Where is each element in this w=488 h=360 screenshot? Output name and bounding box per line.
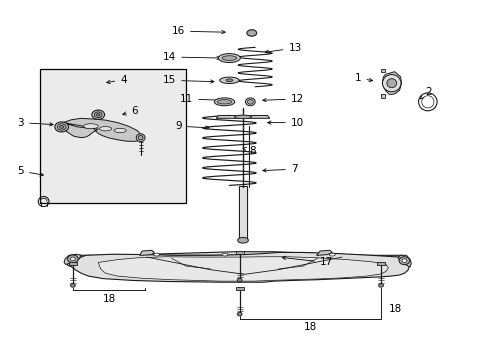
Ellipse shape bbox=[219, 77, 239, 84]
Ellipse shape bbox=[138, 135, 143, 140]
Ellipse shape bbox=[70, 284, 75, 287]
Ellipse shape bbox=[218, 54, 240, 63]
Ellipse shape bbox=[237, 312, 242, 316]
Text: 12: 12 bbox=[263, 94, 304, 104]
Ellipse shape bbox=[114, 129, 126, 133]
Ellipse shape bbox=[382, 75, 400, 92]
Ellipse shape bbox=[83, 124, 98, 129]
Text: 14: 14 bbox=[163, 52, 220, 62]
Polygon shape bbox=[69, 252, 405, 259]
Text: 8: 8 bbox=[243, 146, 256, 156]
Ellipse shape bbox=[222, 56, 236, 60]
Ellipse shape bbox=[398, 257, 409, 265]
Bar bbox=[235, 251, 243, 254]
Text: 17: 17 bbox=[282, 256, 333, 267]
Polygon shape bbox=[64, 254, 81, 264]
Polygon shape bbox=[382, 72, 401, 95]
Ellipse shape bbox=[217, 100, 231, 104]
Ellipse shape bbox=[57, 124, 66, 130]
Ellipse shape bbox=[225, 79, 232, 82]
Text: 10: 10 bbox=[267, 118, 304, 128]
Ellipse shape bbox=[247, 99, 253, 104]
Text: 1: 1 bbox=[354, 73, 372, 83]
Ellipse shape bbox=[222, 253, 227, 256]
Ellipse shape bbox=[329, 253, 334, 256]
Polygon shape bbox=[63, 118, 142, 141]
Ellipse shape bbox=[67, 255, 78, 263]
Polygon shape bbox=[380, 94, 384, 98]
Text: 9: 9 bbox=[175, 121, 209, 131]
Ellipse shape bbox=[99, 127, 111, 131]
Ellipse shape bbox=[401, 259, 406, 262]
Bar bbox=[235, 287, 243, 290]
Polygon shape bbox=[380, 69, 384, 72]
Text: 18: 18 bbox=[102, 294, 115, 304]
Polygon shape bbox=[316, 250, 331, 255]
Text: 15: 15 bbox=[163, 75, 214, 85]
Polygon shape bbox=[140, 250, 154, 255]
Ellipse shape bbox=[96, 113, 100, 116]
Ellipse shape bbox=[237, 237, 248, 243]
Text: 3: 3 bbox=[18, 118, 53, 128]
Text: 18: 18 bbox=[388, 304, 402, 314]
Bar bbox=[69, 262, 77, 265]
Text: 5: 5 bbox=[18, 166, 43, 176]
Ellipse shape bbox=[386, 79, 396, 87]
Polygon shape bbox=[216, 116, 269, 118]
Ellipse shape bbox=[92, 110, 104, 120]
Bar bbox=[40, 69, 185, 203]
Text: 4: 4 bbox=[106, 75, 126, 85]
Ellipse shape bbox=[55, 122, 68, 132]
Ellipse shape bbox=[60, 126, 63, 129]
Ellipse shape bbox=[70, 257, 75, 261]
Bar bbox=[376, 262, 384, 265]
Text: 7: 7 bbox=[262, 164, 297, 174]
Ellipse shape bbox=[378, 284, 383, 287]
Ellipse shape bbox=[246, 30, 256, 36]
Ellipse shape bbox=[237, 278, 242, 282]
Ellipse shape bbox=[136, 134, 145, 141]
Ellipse shape bbox=[94, 112, 102, 118]
Polygon shape bbox=[66, 252, 408, 282]
Text: 13: 13 bbox=[264, 43, 301, 53]
Text: 6: 6 bbox=[122, 106, 138, 116]
Polygon shape bbox=[98, 257, 387, 281]
Ellipse shape bbox=[234, 115, 251, 119]
Text: 2: 2 bbox=[419, 87, 430, 99]
Text: 18: 18 bbox=[303, 322, 316, 332]
Text: 11: 11 bbox=[180, 94, 221, 104]
Ellipse shape bbox=[245, 98, 255, 106]
Bar bbox=[239, 186, 246, 239]
Ellipse shape bbox=[214, 98, 234, 106]
Text: 16: 16 bbox=[171, 26, 225, 36]
Polygon shape bbox=[397, 255, 410, 267]
Ellipse shape bbox=[154, 253, 159, 256]
